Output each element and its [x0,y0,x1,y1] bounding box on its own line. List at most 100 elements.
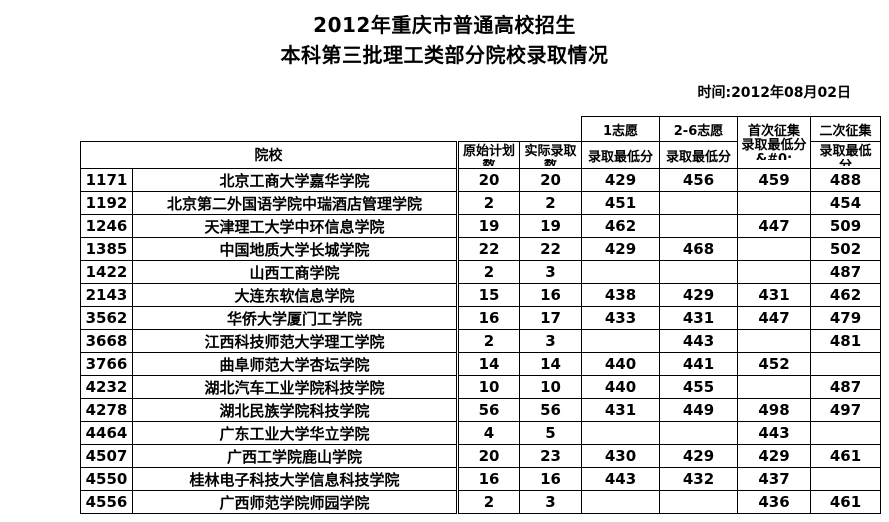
cell-code: 1246 [80,214,133,238]
cell-first-recruit-min-score: 447 [737,306,811,330]
cell-first-recruit-min-score [737,329,811,353]
cell-second-recruit-min-score: 487 [810,260,881,284]
report-date: 时间:2012年08月02日 [697,85,851,101]
cell-first-recruit-min-score: 459 [737,168,811,192]
header-first-recruit-line2: 录取最低分 [741,138,807,153]
table-row: 4556 广西师范学院师园学院 2 3 436 461 [80,490,881,514]
header-second-recruit-sub: 录取最低 分 [810,141,881,169]
title-line-1: 2012年重庆市普通高校招生 [313,13,576,37]
table-row: 1385 中国地质大学长城学院 22 22 429 468 502 [80,237,881,261]
cell-wish1-min-score [581,329,660,353]
table-row: 3668 江西科技师范大学理工学院 2 3 443 481 [80,329,881,353]
cell-first-recruit-min-score: 429 [737,444,811,468]
header-actual-admitted-line2: 数 [521,159,581,166]
cell-code: 1192 [80,191,133,215]
cell-second-recruit-min-score [810,467,881,491]
header-wish26-sub: 录取最低分 [659,141,738,169]
header-actual-admitted-line1: 实际录取 [524,143,577,159]
table-header: 1志愿 2-6志愿 首次征集 录取最低分 &#0; 二次征集 院校 原始计划 数… [80,116,881,169]
cell-institution-name: 北京工商大学嘉华学院 [132,168,458,192]
cell-code: 4550 [80,467,133,491]
cell-first-recruit-min-score: 498 [737,398,811,422]
cell-first-recruit-min-score: 443 [737,421,811,445]
cell-institution-name: 北京第二外国语学院中瑞酒店管理学院 [132,191,458,215]
cell-code: 1385 [80,237,133,261]
header-second-recruit-line2: 录取最低 [819,143,872,159]
cell-wish26-min-score: 449 [659,398,738,422]
cell-first-recruit-min-score [737,237,811,261]
cell-first-recruit-min-score: 452 [737,352,811,376]
header-second-recruit-line1: 二次征集 [810,116,881,142]
cell-wish26-min-score: 429 [659,444,738,468]
cell-institution-name: 山西工商学院 [132,260,458,284]
header-original-plan-line1: 原始计划 [462,143,515,159]
cell-wish1-min-score [581,490,660,514]
admission-results-table: 1志愿 2-6志愿 首次征集 录取最低分 &#0; 二次征集 院校 原始计划 数… [80,116,881,514]
cell-wish26-min-score: 443 [659,329,738,353]
table-row: 1246 天津理工大学中环信息学院 19 19 462 447 509 [80,214,881,238]
cell-second-recruit-min-score: 509 [810,214,881,238]
cell-actual-admitted: 5 [519,421,582,445]
cell-code: 2143 [80,283,133,307]
cell-code: 4278 [80,398,133,422]
cell-wish26-min-score [659,421,738,445]
cell-code: 4232 [80,375,133,399]
cell-second-recruit-min-score: 488 [810,168,881,192]
cell-actual-admitted: 22 [519,237,582,261]
table-row: 4550 桂林电子科技大学信息科技学院 16 16 443 432 437 [80,467,881,491]
table-row: 1171 北京工商大学嘉华学院 20 20 429 456 459 488 [80,168,881,192]
table-row: 3766 曲阜师范大学杏坛学院 14 14 440 441 452 [80,352,881,376]
cell-original-plan: 15 [456,283,520,307]
table-row: 4278 湖北民族学院科技学院 56 56 431 449 498 497 [80,398,881,422]
table-row: 2143 大连东软信息学院 15 16 438 429 431 462 [80,283,881,307]
cell-actual-admitted: 10 [519,375,582,399]
cell-actual-admitted: 16 [519,467,582,491]
cell-original-plan: 19 [456,214,520,238]
cell-original-plan: 20 [456,168,520,192]
cell-wish1-min-score: 451 [581,191,660,215]
cell-original-plan: 2 [456,490,520,514]
cell-wish1-min-score: 440 [581,352,660,376]
cell-actual-admitted: 2 [519,191,582,215]
cell-first-recruit-min-score: 436 [737,490,811,514]
cell-institution-name: 湖北汽车工业学院科技学院 [132,375,458,399]
cell-wish26-min-score: 441 [659,352,738,376]
cell-second-recruit-min-score: 462 [810,283,881,307]
cell-wish1-min-score: 429 [581,237,660,261]
cell-institution-name: 湖北民族学院科技学院 [132,398,458,422]
cell-wish1-min-score: 462 [581,214,660,238]
cell-institution-name: 曲阜师范大学杏坛学院 [132,352,458,376]
cell-second-recruit-min-score [810,421,881,445]
cell-second-recruit-min-score [810,352,881,376]
table-row: 4507 广西工学院鹿山学院 20 23 430 429 429 461 [80,444,881,468]
cell-code: 4556 [80,490,133,514]
header-second-recruit-line3: 分 [812,159,880,166]
cell-original-plan: 14 [456,352,520,376]
cell-institution-name: 广西工学院鹿山学院 [132,444,458,468]
cell-code: 3668 [80,329,133,353]
cell-actual-admitted: 17 [519,306,582,330]
header-spacer-left [81,117,458,142]
cell-code: 4464 [80,421,133,445]
cell-original-plan: 22 [456,237,520,261]
cell-wish1-min-score: 438 [581,283,660,307]
table-row: 3562 华侨大学厦门工学院 16 17 433 431 447 479 [80,306,881,330]
cell-second-recruit-min-score: 481 [810,329,881,353]
cell-actual-admitted: 56 [519,398,582,422]
cell-wish1-min-score: 443 [581,467,660,491]
title-line-2: 本科第三批理工类部分院校录取情况 [280,43,609,67]
header-wish26-group: 2-6志愿 [659,116,738,142]
header-institution: 院校 [80,141,458,169]
cell-first-recruit-min-score [737,191,811,215]
header-first-recruit-line3: &#0; [739,153,810,160]
cell-original-plan: 10 [456,375,520,399]
table-body: 1171 北京工商大学嘉华学院 20 20 429 456 459 488 1192 北京第二外国… [80,168,881,514]
cell-institution-name: 桂林电子科技大学信息科技学院 [132,467,458,491]
cell-wish26-min-score [659,214,738,238]
cell-institution-name: 广东工业大学华立学院 [132,421,458,445]
cell-institution-name: 华侨大学厦门工学院 [132,306,458,330]
cell-wish1-min-score: 431 [581,398,660,422]
cell-wish26-min-score: 429 [659,283,738,307]
cell-actual-admitted: 3 [519,490,582,514]
header-first-recruit: 首次征集 录取最低分 &#0; [737,116,811,169]
